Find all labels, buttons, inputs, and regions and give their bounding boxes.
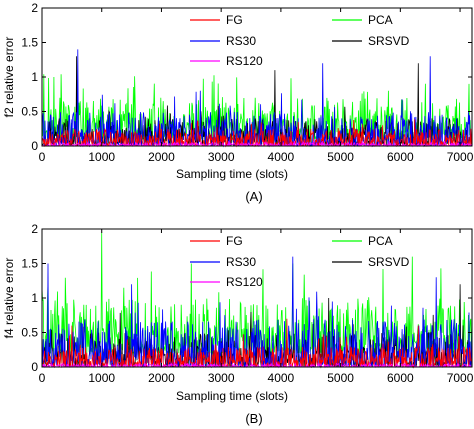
panel-a-xlabel: Sampling time (slots)	[176, 167, 288, 181]
panel-a-xtick-label: 2000	[148, 150, 175, 164]
panel-a-ytick-label: 1	[31, 70, 38, 84]
panel-b-legend-label-fg: FG	[226, 234, 243, 248]
panel-b-legend-label-rs120: RS120	[226, 275, 263, 289]
panel-a-xtick-label: 6000	[387, 150, 414, 164]
panel-a-ytick-label: 1.5	[21, 36, 38, 50]
panel-b-xtick-label: 5000	[327, 371, 354, 385]
panel-b-ytick-label: 0	[31, 360, 38, 374]
panel-b-series-fg	[41, 318, 473, 369]
panel-a-legend: FG RS30 RS120 PCA SRSVD	[190, 13, 410, 68]
panel-b-legend: FG RS30 RS120 PCA SRSVD	[190, 234, 410, 289]
panel-a-ytick-label: 0	[31, 139, 38, 153]
panel-a-legend-label-rs30: RS30	[226, 34, 256, 48]
panel-a-legend-label-srsvd: SRSVD	[368, 34, 410, 48]
panel-b-ticks: 0 1000 2000 3000 4000 5000 6000 7000 0 0.5 1 1.5 2	[21, 222, 473, 385]
panel-b: 0 1000 2000 3000 4000 5000 6000 7000 0 0.5 1 1.5 2 S…	[2, 222, 474, 426]
panel-b-legend-label-rs30: RS30	[226, 255, 256, 269]
panel-b-xtick-label: 4000	[268, 371, 295, 385]
panel-b-xtick-label: 1000	[88, 371, 115, 385]
panel-a-ytick-label: 0.5	[21, 105, 38, 119]
panel-b-legend-label-srsvd: SRSVD	[368, 255, 410, 269]
panel-b-xtick-label: 2000	[148, 371, 175, 385]
panel-a-legend-label-fg: FG	[226, 13, 243, 27]
panel-a-legend-label-rs120: RS120	[226, 54, 263, 68]
panel-b-xtick-label: 7000	[447, 371, 474, 385]
panel-b-ytick-label: 0.5	[21, 326, 38, 340]
panel-b-series-pca	[41, 232, 473, 355]
panel-b-xtick-label: 0	[39, 371, 46, 385]
panel-b-ylabel: f4 relative error	[2, 258, 16, 339]
panel-a-ylabel: f2 relative error	[2, 37, 16, 118]
panel-b-ytick-label: 1.5	[21, 257, 38, 271]
panel-b-ytick-label: 1	[31, 291, 38, 305]
panel-a-xtick-label: 4000	[268, 150, 295, 164]
panel-b-legend-label-pca: PCA	[368, 234, 393, 248]
panel-a-legend-label-pca: PCA	[368, 13, 393, 27]
panel-b-xtick-label: 6000	[387, 371, 414, 385]
panel-a-xtick-label: 7000	[447, 150, 474, 164]
panel-b-ytick-label: 2	[31, 222, 38, 236]
panel-b-xlabel: Sampling time (slots)	[176, 389, 288, 403]
panel-a-xtick-label: 1000	[88, 150, 115, 164]
panel-a-label: (A)	[245, 189, 262, 204]
panel-b-xtick-label: 3000	[208, 371, 235, 385]
panel-a-ytick-label: 2	[31, 1, 38, 15]
panel-a-xtick-label: 3000	[208, 150, 235, 164]
panel-a: 0 1000 2000 3000 4000 5000 6000 7000 0 0.5 1 1.5 2 S…	[2, 1, 474, 204]
panel-a-ticks: 0 1000 2000 3000 4000 5000 6000 7000 0 0.5 1 1.5 2	[21, 1, 473, 164]
panel-a-xtick-label: 5000	[327, 150, 354, 164]
panel-a-xtick-label: 0	[39, 150, 46, 164]
panel-b-label: (B)	[245, 411, 262, 426]
